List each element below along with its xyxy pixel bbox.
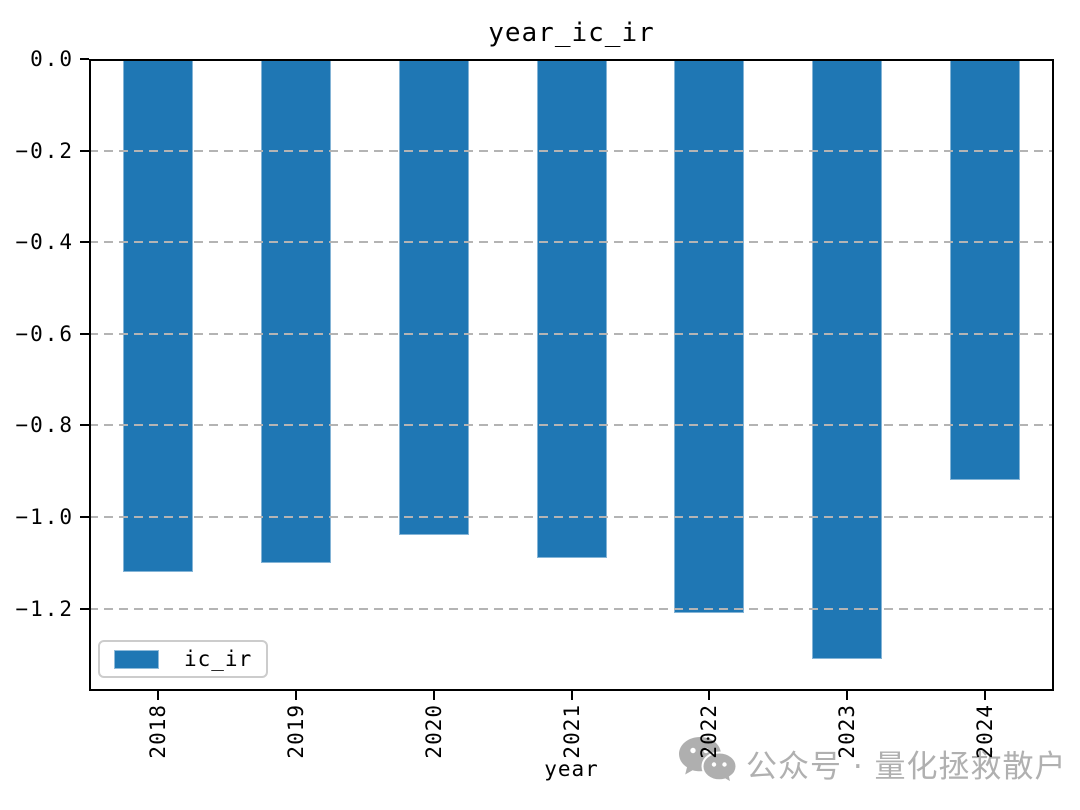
gridline--0.2	[89, 149, 1054, 152]
y-tick-label--0.8: −0.8	[15, 413, 74, 438]
x-tick-label-2024: 2024	[973, 704, 998, 759]
bar-2018	[122, 59, 193, 572]
bar-2023	[812, 59, 883, 659]
bar-2024	[950, 59, 1021, 481]
y-tick-mark--1	[80, 516, 89, 518]
x-tick-label-2020: 2020	[421, 704, 446, 759]
x-tick-mark-2020	[432, 691, 435, 700]
x-axis-label: year	[544, 757, 599, 781]
y-tick-mark--0.2	[80, 149, 89, 152]
x-tick-mark-2021	[570, 691, 573, 700]
plot-area	[89, 59, 1054, 691]
y-tick-mark--1.2	[80, 607, 89, 610]
watermark: 公众号 · 量化拯救散户	[678, 736, 1067, 790]
y-tick-mark--0.6	[80, 332, 89, 335]
x-tick-label-2018: 2018	[145, 704, 170, 759]
gridline--1	[89, 516, 1054, 518]
y-tick-mark--0.4	[80, 241, 89, 244]
gridline--1.2	[89, 607, 1054, 610]
y-tick-mark-0	[80, 58, 89, 60]
x-tick-label-2019: 2019	[283, 704, 308, 759]
x-tick-label-2022: 2022	[697, 704, 722, 759]
x-tick-mark-2019	[294, 691, 297, 700]
gridline--0.8	[89, 424, 1054, 427]
chart-title: year_ic_ir	[488, 18, 655, 48]
bar-2019	[260, 59, 331, 563]
x-tick-label-2023: 2023	[835, 704, 860, 759]
x-tick-mark-2023	[846, 691, 849, 700]
legend-swatch-ic-ir	[114, 649, 159, 669]
gridline--0.4	[89, 241, 1054, 244]
y-tick-label--1.2: −1.2	[15, 596, 74, 621]
watermark-text: 公众号 · 量化拯救散户	[746, 748, 1067, 785]
grid-layer	[89, 59, 1054, 691]
y-tick-label-0: 0.0	[30, 47, 74, 71]
y-tick-mark--0.8	[80, 424, 89, 427]
x-tick-label-2021: 2021	[559, 704, 584, 759]
x-tick-mark-2018	[156, 691, 159, 700]
y-tick-label--0.2: −0.2	[15, 138, 74, 163]
x-tick-mark-2024	[984, 691, 987, 700]
y-tick-label--0.4: −0.4	[15, 230, 74, 255]
x-tick-mark-2022	[708, 691, 711, 700]
y-tick-label--1: −1.0	[15, 505, 74, 529]
gridline--0.6	[89, 332, 1054, 335]
y-tick-label--0.6: −0.6	[15, 321, 74, 346]
legend: ic_ir	[98, 640, 269, 678]
wechat-icon	[678, 736, 738, 790]
bar-2020	[398, 59, 469, 536]
bar-2021	[536, 59, 607, 559]
legend-label: ic_ir	[184, 647, 253, 671]
bars-layer	[89, 59, 1054, 691]
